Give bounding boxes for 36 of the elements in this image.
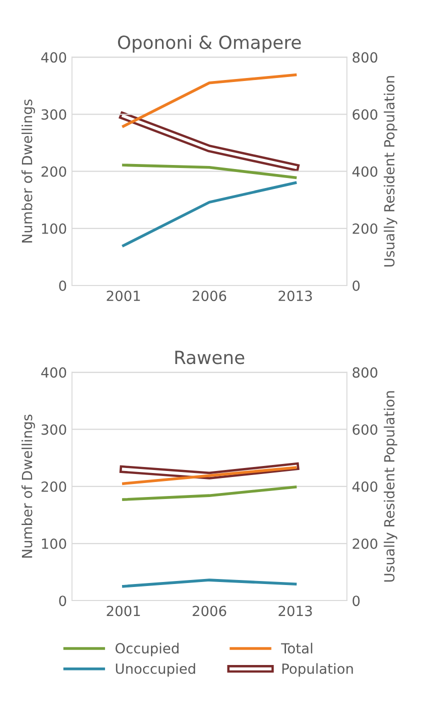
y2-axis-title: Usually Resident Population <box>384 76 398 267</box>
y2-tick-label: 600 <box>352 424 378 435</box>
y2-tick-label: 0 <box>352 596 360 606</box>
y-tick-label: 200 <box>42 166 66 177</box>
y-tick-label: 300 <box>42 424 66 435</box>
y-tick-label: 200 <box>42 481 66 492</box>
y2-tick-label: 0 <box>352 280 360 291</box>
x-tick-label: 2001 <box>106 606 140 616</box>
y2-tick-label: 200 <box>352 223 378 234</box>
y2-tick-label: 200 <box>352 538 378 549</box>
y-tick-label: 100 <box>42 538 66 549</box>
y2-tick-label: 600 <box>352 109 378 120</box>
y2-tick-label: 400 <box>352 481 378 492</box>
y2-tick-label: 400 <box>352 166 378 177</box>
chart-title: Opononi & Omapere <box>118 35 301 53</box>
x-tick-label: 2013 <box>278 290 312 302</box>
y-tick-label: 400 <box>41 367 66 378</box>
y2-axis-title: Usually Resident Population <box>384 391 398 582</box>
y-tick-label: 0 <box>59 280 66 291</box>
y-tick-label: 300 <box>42 109 66 120</box>
legend-label: Population <box>282 663 353 677</box>
x-tick-label: 2006 <box>192 290 226 302</box>
y-tick-label: 0 <box>59 596 66 606</box>
x-tick-label: 2001 <box>106 290 140 302</box>
y-tick-label: 100 <box>42 223 66 234</box>
y2-tick-label: 800 <box>352 367 378 378</box>
y2-tick-label: 800 <box>352 52 378 63</box>
chart-title: Rawene <box>175 350 244 364</box>
x-tick-label: 2013 <box>278 606 312 616</box>
legend-label: Total <box>281 642 312 654</box>
y-tick-label: 400 <box>41 52 66 63</box>
y-axis-title: Number of Dwellings <box>22 414 35 558</box>
y-axis-title: Number of Dwellings <box>22 100 35 243</box>
legend-label: Occupied <box>116 642 179 656</box>
x-tick-label: 2006 <box>192 606 226 616</box>
legend-label: Unoccupied <box>116 663 196 677</box>
